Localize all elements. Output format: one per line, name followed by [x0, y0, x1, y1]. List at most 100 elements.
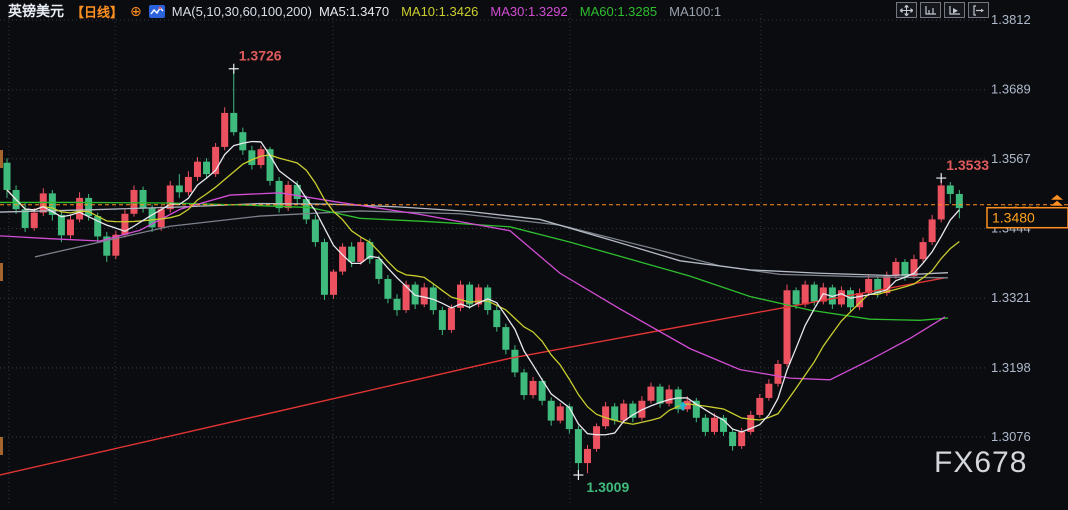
axis-scale-icon[interactable]: [920, 2, 941, 18]
candle[interactable]: [856, 288, 864, 311]
candle[interactable]: [593, 423, 601, 452]
svg-text:1.3533: 1.3533: [946, 157, 989, 173]
candle[interactable]: [466, 281, 474, 309]
candle[interactable]: [103, 231, 111, 262]
candle[interactable]: [656, 383, 664, 408]
candle[interactable]: [502, 323, 510, 355]
candle[interactable]: [230, 68, 238, 136]
candle[interactable]: [203, 158, 211, 179]
candle[interactable]: [375, 255, 383, 285]
candle[interactable]: [774, 359, 782, 387]
candle[interactable]: [420, 282, 428, 308]
candle[interactable]: [148, 204, 156, 232]
candle[interactable]: [574, 425, 582, 475]
candle[interactable]: [765, 379, 773, 401]
ma-line-ma200: [34, 210, 949, 279]
candle[interactable]: [57, 210, 65, 243]
candle[interactable]: [94, 212, 102, 243]
candles-layer[interactable]: [3, 68, 963, 475]
candle[interactable]: [729, 429, 737, 451]
candle[interactable]: [720, 414, 728, 436]
candle[interactable]: [221, 107, 229, 151]
chart-style-icon[interactable]: [148, 4, 165, 18]
signal-up-arrow: [679, 401, 687, 411]
candle[interactable]: [692, 397, 700, 423]
candle[interactable]: [529, 376, 537, 399]
candle[interactable]: [311, 214, 319, 247]
current-price-box: 1.3480: [986, 194, 1068, 229]
candle[interactable]: [701, 414, 709, 436]
candle[interactable]: [801, 280, 809, 308]
candle[interactable]: [511, 345, 519, 377]
svg-text:1.3009: 1.3009: [586, 479, 629, 495]
candle[interactable]: [21, 203, 29, 232]
candle[interactable]: [357, 237, 365, 265]
candle[interactable]: [937, 178, 945, 223]
candle[interactable]: [393, 294, 401, 316]
move-crosshair-icon[interactable]: [896, 2, 917, 18]
candle[interactable]: [239, 127, 247, 155]
candle[interactable]: [330, 269, 338, 299]
candle[interactable]: [284, 180, 292, 211]
candle[interactable]: [30, 208, 38, 231]
candle[interactable]: [457, 280, 464, 312]
candle[interactable]: [647, 382, 655, 404]
candle[interactable]: [48, 189, 56, 221]
candle[interactable]: [257, 145, 265, 169]
candle[interactable]: [747, 410, 755, 435]
ma-value-label: MA100:1: [669, 3, 722, 19]
candle[interactable]: [248, 145, 256, 170]
chart-header: 英镑美元 【日线】 ⊕ MA(5,10,30,60,100,200) MA5:1…: [8, 2, 721, 20]
candle[interactable]: [783, 284, 791, 367]
candle[interactable]: [266, 146, 274, 186]
candle[interactable]: [547, 397, 555, 426]
candle[interactable]: [339, 243, 347, 275]
candle[interactable]: [538, 378, 546, 406]
candle[interactable]: [76, 192, 84, 223]
ma-line-ma30: [0, 192, 946, 381]
export-icon[interactable]: [968, 2, 989, 18]
candle[interactable]: [130, 185, 138, 217]
candle[interactable]: [946, 182, 954, 204]
price-axis[interactable]: 1.38121.36891.35671.34441.33211.31981.30…: [985, 0, 1068, 510]
candle[interactable]: [602, 401, 610, 430]
candle[interactable]: [302, 195, 310, 224]
chart-toolbar: [896, 2, 989, 18]
candle[interactable]: [320, 238, 328, 300]
svg-text:1.3726: 1.3726: [239, 48, 282, 64]
candle[interactable]: [275, 176, 283, 213]
candle[interactable]: [493, 305, 501, 332]
candle[interactable]: [121, 209, 129, 238]
candle[interactable]: [520, 369, 528, 400]
ma-line-ma100: [0, 202, 949, 277]
period-label: 【日线】: [71, 4, 124, 20]
candle[interactable]: [384, 274, 392, 304]
add-indicator-icon[interactable]: ⊕: [130, 2, 142, 19]
candle[interactable]: [3, 158, 11, 198]
candle[interactable]: [629, 400, 637, 423]
candle[interactable]: [710, 413, 718, 435]
axis-tick-label: 1.3198: [991, 360, 1031, 375]
candle[interactable]: [438, 306, 446, 336]
candle[interactable]: [556, 403, 564, 424]
candle[interactable]: [193, 157, 201, 181]
candle[interactable]: [620, 399, 628, 424]
candle[interactable]: [112, 230, 120, 260]
candle[interactable]: [447, 304, 455, 333]
candle[interactable]: [665, 384, 673, 407]
candle[interactable]: [919, 237, 927, 262]
candle[interactable]: [928, 214, 936, 245]
candle[interactable]: [674, 386, 682, 414]
candle[interactable]: [175, 174, 183, 198]
axis-tick-label: 1.3812: [991, 12, 1031, 27]
candle[interactable]: [583, 444, 591, 474]
candle[interactable]: [955, 189, 963, 219]
candle[interactable]: [212, 142, 220, 177]
ma-line-ma60: [0, 201, 949, 321]
play-chart-icon[interactable]: [944, 2, 965, 18]
candle[interactable]: [184, 171, 192, 196]
candle[interactable]: [910, 254, 918, 279]
candle[interactable]: [66, 214, 74, 239]
candle[interactable]: [756, 393, 764, 418]
